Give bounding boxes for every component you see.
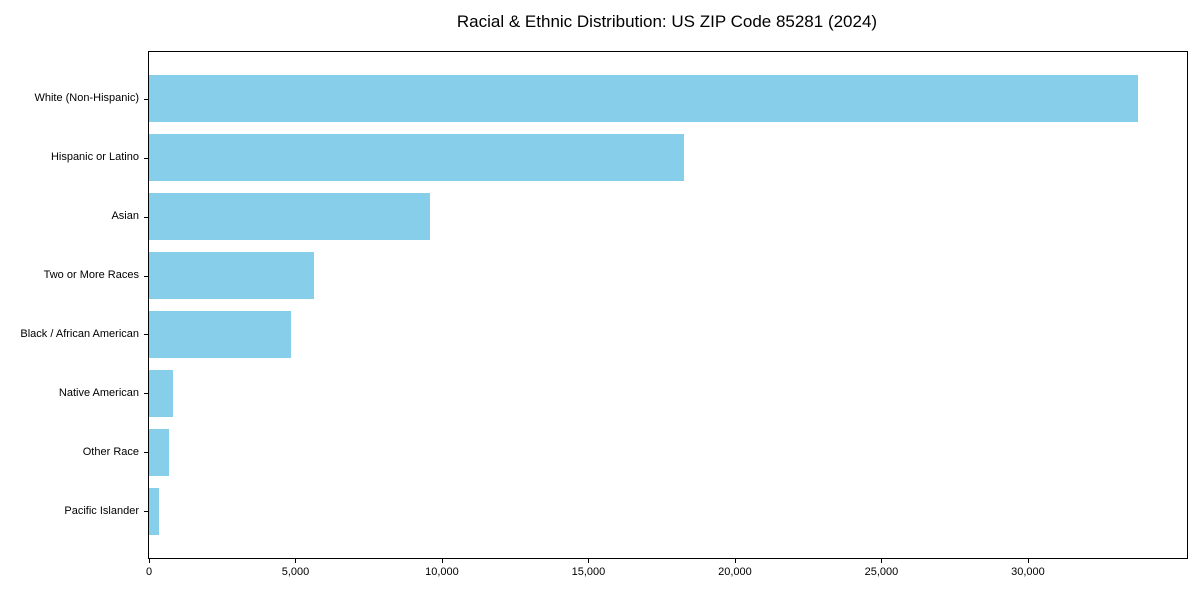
bar-pacific-islander — [149, 487, 159, 535]
y-tick-mark — [144, 393, 149, 395]
y-tick-mark — [144, 275, 149, 277]
y-tick-label-other-race: Other Race — [82, 445, 139, 458]
x-tick-mark — [588, 558, 590, 563]
y-tick-mark — [144, 98, 149, 100]
y-tick-label-black-african-american: Black / African American — [20, 327, 139, 340]
x-tick-mark — [1027, 558, 1029, 563]
y-tick-mark — [144, 452, 149, 454]
x-tick-mark — [441, 558, 443, 563]
bar-hispanic-or-latino — [149, 133, 684, 182]
y-tick-mark — [144, 511, 149, 513]
x-tick-label-10-000: 10,000 — [425, 566, 459, 578]
bar-asian — [149, 192, 430, 241]
x-tick-mark — [734, 558, 736, 563]
y-tick-mark — [144, 334, 149, 336]
y-tick-label-native-american: Native American — [58, 386, 139, 399]
y-tick-label-pacific-islander: Pacific Islander — [64, 504, 139, 517]
bar-native-american — [149, 369, 174, 418]
bar-white-non-hispanic — [149, 75, 1139, 123]
plot-area: White (Non-Hispanic) Hispanic or Latino As… — [20, 51, 1188, 578]
y-tick-label-hispanic-or-latino: Hispanic or Latino — [50, 151, 139, 164]
x-tick-label-0: 0 — [145, 566, 153, 578]
x-tick-label-5-000: 5,000 — [281, 566, 310, 578]
bar-other-race — [149, 428, 169, 477]
y-tick-label-two-or-more-races: Two or More Races — [43, 269, 139, 281]
bar-two-or-more-races — [149, 251, 314, 300]
x-tick-mark — [149, 558, 150, 563]
x-tick-label-25-000: 25,000 — [864, 566, 899, 578]
bar-black-african-american — [149, 310, 292, 359]
y-tick-mark — [144, 216, 149, 218]
chart-title: Racial & Ethnic Distribution: US ZIP Cod… — [456, 12, 878, 31]
y-tick-label-white-non-hispanic: White (Non-Hispanic) — [34, 92, 139, 105]
x-tick-label-30-000: 30,000 — [1011, 566, 1045, 578]
x-tick-mark — [295, 558, 297, 563]
y-tick-label-asian: Asian — [111, 210, 139, 223]
y-tick-mark — [144, 157, 149, 159]
x-tick-mark — [881, 558, 883, 563]
x-tick-label-20-000: 20,000 — [718, 566, 752, 578]
x-tick-label-15-000: 15,000 — [571, 566, 606, 578]
